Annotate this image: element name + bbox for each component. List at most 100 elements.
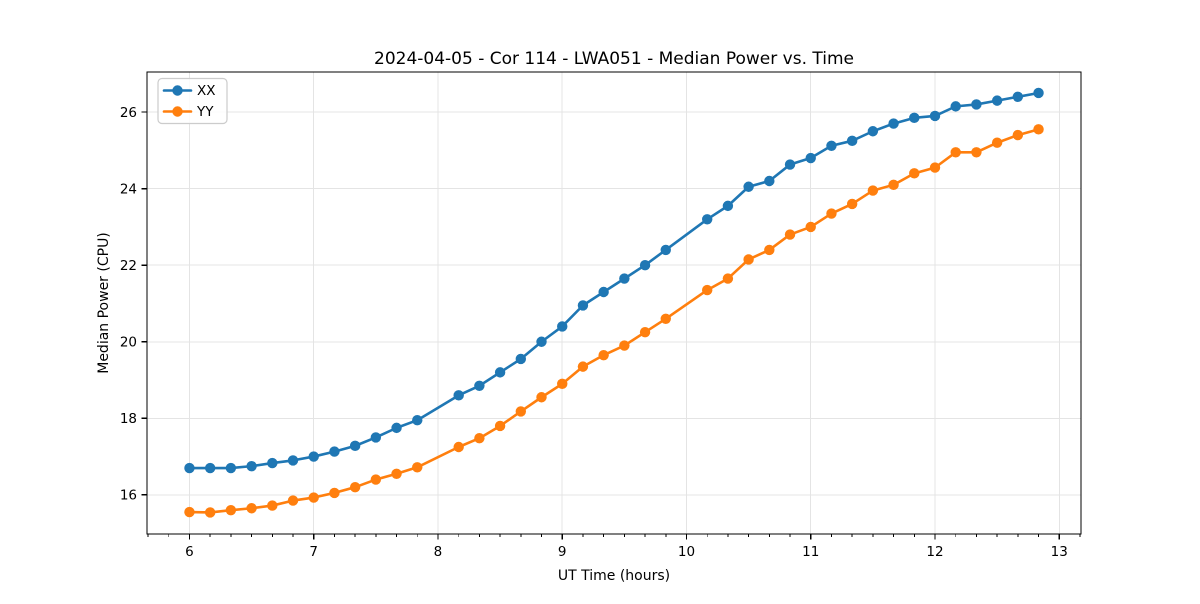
series-xx-marker [453,390,464,401]
series-xx-marker [308,451,319,462]
series-yy-marker [204,507,216,518]
series-xx-marker [515,353,527,365]
series-xx-marker [246,460,257,472]
series-yy-marker [639,326,651,338]
series-xx-marker [349,440,361,452]
series-xx-marker [784,159,796,170]
series-xx-marker [412,415,423,426]
series-xx-marker [909,112,920,124]
series-yy-marker [1012,129,1024,141]
series-yy-marker [329,487,340,499]
plot-border [146,71,1082,535]
series-xx-marker [225,462,237,474]
series-yy-marker [598,349,609,361]
series-yy-marker [370,474,382,485]
y-tick-label-16: 16 [120,488,137,504]
series-yy-marker [412,462,423,473]
series-xx-marker [474,380,485,391]
series-yy-marker [619,340,630,351]
series-xx-marker [184,462,195,474]
series-yy-marker [184,506,195,518]
series-xx-marker [846,135,858,147]
series-xx-marker [764,175,775,187]
series-yy-marker [1033,124,1044,135]
y-tick-label-26: 26 [120,105,137,121]
legend-marker-yy [172,106,183,117]
legend-marker-xx [172,85,183,96]
series-yy-marker [846,198,858,210]
series-yy-marker [929,162,941,173]
series-xx-marker [991,95,1003,106]
y-tick-label-24: 24 [120,181,137,197]
series-xx-marker [826,140,837,151]
y-tick-label-20: 20 [120,335,137,351]
x-tick-label-8: 8 [434,544,443,560]
series-yy-marker [991,137,1003,148]
series-yy-marker [702,284,713,296]
x-tick-label-6: 6 [185,544,194,560]
series-xx-marker [660,244,671,256]
series-yy-marker [308,492,319,503]
legend-label-yy: YY [196,104,214,120]
series-yy-marker [971,147,982,158]
axes-layer: 6 7 8 9 10 11 12 13 16 18 20 22 24 26 [120,71,1082,560]
series-yy-marker [888,179,899,191]
x-tick-label-11: 11 [802,544,819,560]
grid-layer [147,72,1081,534]
series-yy-line [188,128,1040,514]
series-xx-marker [1012,91,1024,103]
series-xx-line [188,91,1040,470]
series-xx-marker [950,101,961,112]
series-xx-marker [598,286,609,298]
series-xx-marker [267,457,278,469]
series-xx-marker [557,321,568,332]
series-yy-marker [267,500,278,511]
series-xx-marker [867,126,879,137]
series-yy-marker [660,313,671,324]
series-yy-marker [950,147,961,158]
x-tick-label-12: 12 [926,544,943,560]
series-yy-marker [225,504,237,516]
series-xx-marker [888,118,899,129]
series-yy-marker [515,406,527,417]
series-xx-marker [971,99,982,110]
series-yy-marker [287,495,299,506]
series-yy-marker [805,221,816,233]
series-yy-marker [246,503,257,514]
x-axis-label: UT Time (hours) [558,568,670,584]
legend-box [157,77,228,125]
x-tick-label-10: 10 [678,544,695,560]
series-xx-marker [1033,87,1044,99]
x-tick-label-7: 7 [309,544,318,560]
series-xx-marker [370,432,382,443]
series-layer [184,87,1044,518]
series-yy-marker [557,378,568,390]
chart-title: 2024-04-05 - Cor 114 - LWA051 - Median P… [374,49,854,69]
series-xx-marker [722,200,734,212]
legend-label-xx: XX [197,83,216,99]
series-yy-marker [867,185,879,196]
series-xx-marker [577,300,589,311]
series-yy-marker [494,420,506,432]
series-yy-marker [784,229,796,240]
y-tick-label-18: 18 [120,411,137,427]
y-tick-label-22: 22 [120,258,137,274]
series-yy-marker [764,244,775,256]
series-yy-marker [909,168,920,179]
series-xx-marker [329,446,340,457]
y-axis-label: Median Power (CPU) [96,232,112,374]
series-xx-marker [639,260,651,271]
x-tick-label-13: 13 [1051,544,1068,560]
series-xx-marker [743,181,754,192]
series-xx-marker [805,152,816,164]
series-yy-marker [453,441,464,453]
x-tick-label-9: 9 [558,544,567,560]
series-xx-marker [204,462,216,474]
series-xx-marker [287,455,299,466]
series-yy-marker [474,433,485,444]
series-yy-marker [391,468,402,479]
series-xx-marker [619,273,630,284]
series-yy-marker [826,208,837,219]
